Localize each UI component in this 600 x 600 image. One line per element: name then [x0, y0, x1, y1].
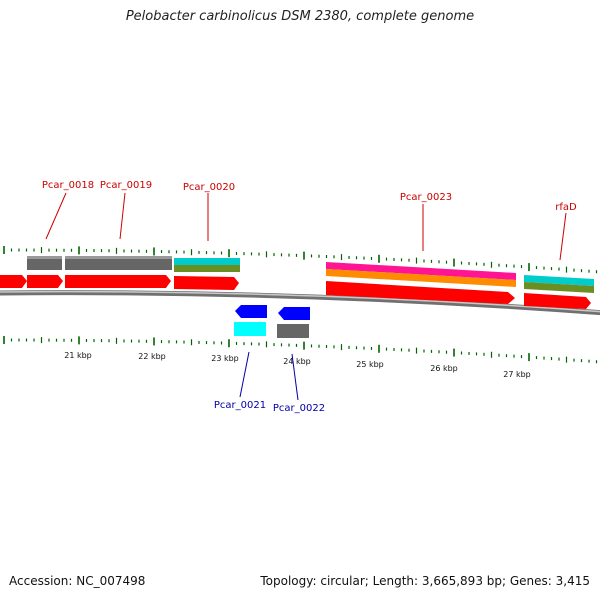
gene-label-rfad[interactable]: rfaD [555, 202, 577, 213]
scale-labels: 21 kbp 22 kbp 23 kbp 24 kbp 25 kbp 26 kbp 27 k… [64, 351, 531, 379]
scale-label: 24 kbp [283, 357, 311, 366]
forward-gene-arrow[interactable] [174, 276, 239, 290]
forward-gene-arrow[interactable] [524, 293, 591, 309]
scale-label: 27 kbp [503, 370, 531, 379]
forward-gene-arrow[interactable] [27, 275, 63, 288]
gene-label-pcar-0021[interactable]: Pcar_0021 [214, 400, 266, 411]
feature-track-cyan[interactable] [174, 258, 240, 265]
feature-track-orange[interactable] [326, 269, 516, 287]
scale-label: 22 kbp [138, 352, 166, 361]
reverse-gene-arrow[interactable] [278, 307, 310, 320]
map-title: Pelobacter carbinolicus DSM 2380, comple… [125, 9, 475, 24]
gene-label-pcar-0019[interactable]: Pcar_0019 [100, 180, 152, 191]
gene-label-pcar-0018[interactable]: Pcar_0018 [42, 180, 94, 191]
forward-gene-arrow[interactable] [326, 281, 515, 304]
gene-label-pcar-0023[interactable]: Pcar_0023 [400, 192, 452, 203]
gene-label-pcar-0020[interactable]: Pcar_0020 [183, 182, 235, 193]
topology-summary-text: Topology: circular; Length: 3,665,893 bp… [260, 574, 590, 588]
scale-label: 23 kbp [211, 354, 239, 363]
genome-backbone [0, 290, 600, 316]
feature-track-magenta[interactable] [326, 262, 516, 280]
scale-label: 21 kbp [64, 351, 92, 360]
feature-box-gray[interactable] [65, 256, 172, 270]
feature-track-olive[interactable] [174, 265, 240, 272]
feature-box-cyan[interactable] [234, 322, 266, 336]
forward-gene-arrow[interactable] [65, 275, 171, 288]
reverse-gene-arrow[interactable] [235, 305, 267, 318]
feature-track-cyan[interactable] [524, 275, 594, 286]
scale-label: 26 kbp [430, 364, 458, 373]
accession-text: Accession: NC_007498 [9, 574, 146, 588]
upper-tick-marks [3, 246, 598, 274]
scale-label: 25 kbp [356, 360, 384, 369]
feature-box-gray[interactable] [277, 324, 309, 338]
forward-gene-arrow[interactable] [0, 275, 27, 288]
lower-tick-marks [3, 336, 598, 364]
feature-box-gray[interactable] [27, 256, 62, 270]
gene-label-pcar-0022[interactable]: Pcar_0022 [273, 403, 325, 414]
feature-track-olive[interactable] [524, 282, 594, 293]
